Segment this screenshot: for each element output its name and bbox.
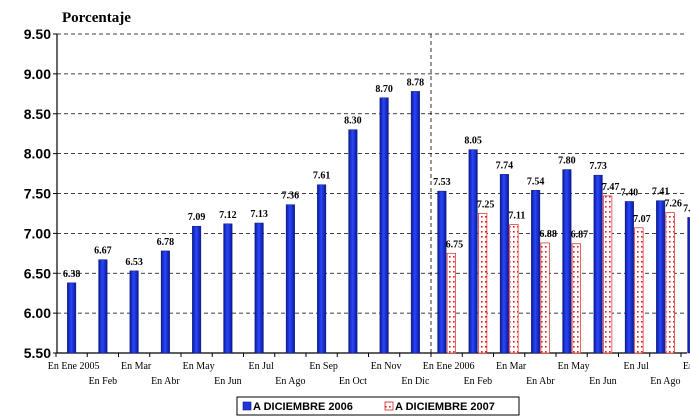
- data-label-2006: 7.53: [433, 177, 451, 188]
- y-tick-label: 6.50: [24, 265, 51, 281]
- x-tick-label: En Jun: [589, 376, 617, 387]
- bar-2006: [129, 270, 139, 354]
- y-tick-label: 6.00: [24, 305, 51, 321]
- data-label-2007: 6.88: [539, 229, 557, 240]
- data-label-2007: 7.47: [602, 182, 620, 193]
- data-label-2007: 7.07: [633, 214, 651, 225]
- data-label-2007: 7.26: [664, 199, 682, 210]
- bar-2006: [437, 190, 447, 354]
- bar-2006: [499, 174, 509, 354]
- data-label-2006: 6.78: [157, 237, 175, 248]
- bar-2006: [285, 204, 295, 354]
- legend-box: [236, 396, 520, 416]
- x-tick-label: En May: [558, 361, 590, 372]
- x-tick-label: En Ene 2006: [423, 361, 475, 372]
- data-label-2006: 7.40: [621, 187, 639, 198]
- data-label-2006: 7.41: [652, 187, 670, 198]
- data-label-2007: 7.25: [477, 199, 495, 210]
- data-label-2006: 7.36: [282, 191, 300, 202]
- x-tick-label: En Jun: [214, 376, 242, 387]
- data-label-2006: 7.13: [250, 209, 268, 220]
- x-tick-label: En Feb: [89, 376, 118, 387]
- bar-2006: [624, 201, 634, 354]
- bar-2006: [192, 225, 202, 354]
- x-tick-label: En Abr: [151, 376, 180, 387]
- data-label-2006: 7.80: [558, 156, 576, 167]
- legend-swatch-2006: [242, 401, 252, 411]
- x-tick-label: En Dic: [401, 376, 430, 387]
- bar-2006: [410, 91, 420, 354]
- data-label-2006: 7.09: [188, 212, 206, 223]
- y-tick-label: 9.00: [24, 66, 51, 82]
- x-tick-label: En May: [183, 361, 215, 372]
- bar-2006: [562, 169, 572, 354]
- y-tick-label: 7.00: [24, 225, 51, 241]
- x-tick-label: En Oct: [339, 376, 367, 387]
- data-label-2006: 7.61: [313, 171, 331, 182]
- bar-2006: [593, 174, 603, 354]
- y-tick-label: 7.50: [24, 186, 51, 202]
- bar-2007: [478, 213, 488, 354]
- x-tick-label: En Ago: [275, 376, 305, 387]
- bar-2007: [446, 252, 456, 354]
- x-tick-label: En Ago: [650, 376, 680, 387]
- x-tick-label: En Jul: [248, 361, 274, 372]
- y-tick-label: 9.50: [24, 26, 51, 42]
- legend: A DICIEMBRE 2006 A DICIEMBRE 2007: [236, 396, 520, 416]
- chart-title: Porcentaje: [62, 10, 131, 26]
- legend-label-2007: A DICIEMBRE 2007: [395, 401, 495, 413]
- x-tick-label: En Nov: [371, 361, 402, 372]
- bar-2007: [509, 224, 519, 354]
- data-label-2006: 7.74: [496, 160, 514, 171]
- y-tick-label: 8.50: [24, 106, 51, 122]
- x-tick-label: En Feb: [464, 376, 493, 387]
- data-label-2007: 6.75: [446, 239, 464, 250]
- bar-2007: [603, 195, 613, 354]
- bar-2007: [665, 212, 675, 354]
- bar-2006: [317, 184, 327, 354]
- bar-2006: [160, 250, 170, 354]
- x-tick-label: En Jul: [623, 361, 649, 372]
- x-tick-label: En Mar: [121, 361, 152, 372]
- data-label-2006: 8.05: [464, 136, 482, 147]
- data-label-2006: 6.53: [125, 257, 143, 268]
- bar-2006: [254, 222, 264, 354]
- bar-2006: [531, 190, 541, 354]
- x-tick-label: En Sep: [309, 361, 338, 372]
- x-tick-label: En Mar: [496, 361, 527, 372]
- bar-2007: [634, 227, 644, 354]
- bar-2006: [223, 223, 233, 354]
- legend-swatch-2007: [384, 401, 394, 411]
- data-label-2006: 8.30: [344, 116, 362, 127]
- data-label-2006: 7.20: [683, 203, 690, 214]
- x-tick-label: En Abr: [526, 376, 555, 387]
- plot-area: 5.50 6.00 6.50 7.00 7.50 8.00 8.50 9.00 9.50 6.38…: [24, 26, 690, 387]
- x-tick-label: En Sept: [683, 361, 690, 372]
- bar-2007: [571, 243, 581, 354]
- data-label-2006: 7.54: [527, 176, 545, 187]
- bar-2007: [540, 242, 550, 354]
- data-label-2006: 7.73: [589, 161, 607, 172]
- data-label-2007: 7.11: [508, 211, 525, 222]
- data-label-2006: 7.12: [219, 210, 237, 221]
- bar-2006: [468, 149, 478, 354]
- data-label-2006: 6.38: [63, 269, 81, 280]
- x-tick-label: En Ene 2005: [48, 361, 100, 372]
- data-label-2006: 6.67: [94, 246, 112, 257]
- legend-label-2006: A DICIEMBRE 2006: [253, 401, 353, 413]
- bar-2006: [67, 282, 77, 354]
- y-tick-label: 8.00: [24, 146, 51, 162]
- bar-2006: [98, 259, 108, 354]
- data-label-2006: 8.70: [375, 84, 393, 95]
- bar-2006: [348, 129, 358, 354]
- bar-2006: [656, 200, 666, 354]
- bar-2006: [687, 217, 690, 354]
- data-label-2007: 6.87: [571, 230, 589, 241]
- bar-2006: [379, 97, 389, 354]
- y-tick-label: 5.50: [24, 345, 51, 361]
- data-label-2006: 8.78: [407, 77, 425, 88]
